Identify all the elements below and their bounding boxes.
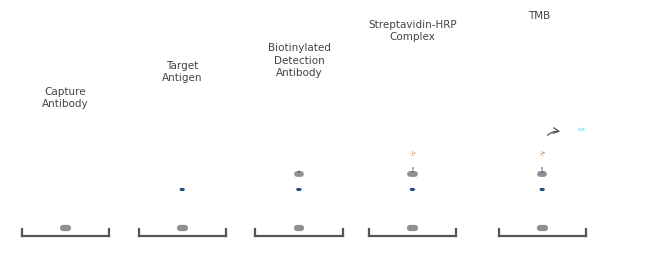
Polygon shape [181, 189, 182, 190]
Text: A: A [538, 149, 547, 159]
Polygon shape [540, 153, 545, 155]
Text: Biotinylated
Detection
Antibody: Biotinylated Detection Antibody [268, 43, 330, 78]
Polygon shape [541, 189, 545, 190]
Polygon shape [298, 188, 300, 190]
Polygon shape [541, 189, 542, 190]
Polygon shape [297, 189, 300, 190]
Polygon shape [540, 153, 545, 155]
Polygon shape [297, 189, 299, 190]
Polygon shape [411, 189, 413, 190]
Polygon shape [412, 189, 415, 190]
Polygon shape [541, 189, 543, 190]
Polygon shape [540, 154, 541, 155]
Text: HRP: HRP [534, 150, 551, 156]
Polygon shape [181, 189, 185, 190]
Polygon shape [298, 189, 300, 190]
Polygon shape [541, 189, 543, 190]
Polygon shape [543, 154, 545, 155]
Polygon shape [182, 189, 184, 190]
Polygon shape [412, 188, 413, 190]
Text: TMB: TMB [528, 11, 550, 21]
Polygon shape [410, 153, 415, 155]
Circle shape [541, 152, 543, 153]
Polygon shape [299, 189, 301, 190]
Polygon shape [182, 188, 183, 190]
Polygon shape [298, 189, 300, 190]
Circle shape [580, 129, 583, 130]
Polygon shape [181, 189, 183, 190]
Polygon shape [411, 189, 413, 190]
Circle shape [579, 129, 583, 130]
Text: Streptavidin-HRP
Complex: Streptavidin-HRP Complex [369, 20, 457, 42]
Polygon shape [411, 189, 415, 190]
Polygon shape [541, 188, 543, 190]
Polygon shape [412, 189, 414, 190]
Text: HRP: HRP [404, 150, 421, 156]
Polygon shape [542, 189, 544, 190]
Text: Target
Antigen: Target Antigen [162, 61, 203, 83]
Polygon shape [410, 153, 415, 155]
Circle shape [411, 152, 414, 153]
Polygon shape [298, 189, 301, 190]
Text: Capture
Antibody: Capture Antibody [42, 87, 89, 109]
Circle shape [579, 128, 584, 130]
Polygon shape [411, 189, 413, 190]
Circle shape [580, 129, 582, 130]
Text: A: A [408, 149, 417, 159]
Polygon shape [414, 154, 415, 155]
Circle shape [580, 129, 582, 130]
Polygon shape [410, 154, 411, 155]
Polygon shape [181, 189, 183, 190]
Polygon shape [542, 189, 544, 190]
Polygon shape [182, 189, 184, 190]
